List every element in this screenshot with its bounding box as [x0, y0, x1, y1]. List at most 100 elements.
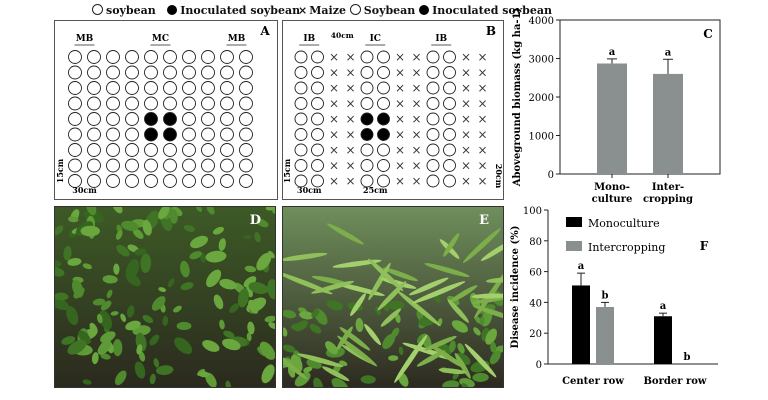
soybean-leaf	[244, 265, 257, 273]
panel-f-ytick-label: 40	[529, 298, 542, 309]
soybean-leaf	[382, 333, 396, 350]
panel-b-spacing-bottom-b: 25cm	[363, 185, 388, 195]
panel-c-significance: a	[665, 47, 672, 58]
maize-leaf	[297, 353, 344, 368]
soybean-mark	[201, 158, 215, 173]
panel-c-xtick-label: cropping	[643, 194, 693, 205]
panel-f-legend-label: Intercropping	[588, 241, 665, 254]
maize-mark: ×	[411, 66, 421, 80]
soybean-mark	[106, 112, 120, 126]
soybean-mark	[443, 81, 456, 95]
soybean-leaf	[433, 294, 441, 303]
soybean-mark	[360, 159, 374, 172]
legend-inoculated-b: Inoculated soybean	[432, 4, 552, 17]
maize-leaf	[472, 293, 503, 304]
panel-b-spacing-top: 40cm	[331, 31, 354, 40]
soybean-leaf	[261, 364, 275, 384]
soybean-leaf	[183, 225, 196, 232]
soybean-mark	[426, 97, 440, 110]
soybean-leaf	[326, 300, 343, 311]
soybean-leaf	[114, 370, 127, 386]
panel-c-ytick-label: 4000	[529, 16, 554, 27]
soybean-mark	[182, 174, 196, 188]
soybean-leaf	[140, 253, 152, 273]
soybean-leaf	[457, 343, 465, 354]
panel-c-ylabel: Aboveground biomass (kg ha-1)	[512, 8, 523, 188]
inoculated-soybean-mark	[360, 128, 374, 141]
soybean-mark	[106, 65, 120, 80]
maize-mark: ×	[345, 174, 355, 188]
soybean-mark	[360, 174, 374, 188]
panel-b-spacing-bottom-a: 30cm	[297, 185, 322, 195]
soybean-mark	[239, 112, 253, 126]
panel-a-legend: soybean Inoculated soybean	[92, 4, 300, 17]
soybean-mark	[106, 50, 120, 64]
soybean-leaf	[247, 321, 255, 335]
soybean-mark	[144, 65, 158, 80]
soybean-mark	[443, 128, 456, 141]
soybean-leaf	[82, 379, 92, 385]
maize-mark: ×	[461, 81, 471, 95]
soybean-leaf	[268, 250, 275, 259]
soybean-leaf	[89, 322, 98, 334]
maize-leaf	[408, 277, 449, 296]
photo-e-letter: E	[479, 213, 489, 228]
soybean-leaf	[283, 344, 296, 353]
maize-mark: ×	[461, 128, 471, 142]
soybean-leaf	[162, 315, 169, 326]
soybean-leaf	[174, 337, 193, 355]
soybean-mark	[239, 127, 253, 142]
maize-leaf	[332, 259, 382, 268]
maize-mark: ×	[345, 112, 355, 126]
soybean-leaf	[61, 336, 76, 345]
panel-c-significance: a	[609, 47, 616, 58]
soybean-mark	[163, 158, 177, 173]
maize-mark: ×	[411, 128, 421, 142]
soybean-mark	[426, 159, 440, 172]
soybean-leaf	[303, 366, 313, 373]
soybean-mark	[294, 97, 308, 110]
soybean-leaf	[360, 375, 376, 384]
soybean-mark	[201, 127, 215, 142]
soybean-mark	[377, 66, 390, 79]
soybean-mark	[163, 143, 177, 157]
soybean-leaf	[489, 350, 501, 365]
soybean-mark	[163, 96, 177, 111]
soybean-mark	[68, 81, 82, 95]
maize-mark: ×	[329, 66, 339, 80]
maize-mark: ×	[345, 97, 355, 111]
panel-f-bar	[654, 316, 672, 364]
soybean-leaf	[473, 327, 481, 336]
panel-b-row-label: IC	[370, 34, 381, 44]
panel-c-plot-frame	[559, 19, 721, 175]
maize-mark: ×	[461, 159, 471, 173]
soybean-leaf	[169, 209, 178, 224]
soybean-mark	[426, 112, 440, 126]
soybean-leaf	[237, 288, 249, 308]
maize-mark: ×	[345, 81, 355, 95]
soybean-mark	[239, 81, 253, 95]
soybean-leaf	[55, 260, 62, 268]
soybean-leaf	[149, 373, 156, 385]
maize-mark: ×	[477, 97, 487, 111]
panel-f-xtick-label: Center row	[562, 376, 624, 387]
maize-leaf	[397, 290, 441, 327]
photo-d-image	[55, 207, 275, 387]
maize-mark: ×	[411, 174, 421, 188]
soybean-mark	[294, 81, 308, 95]
panel-c-xtick-label: Mono-	[594, 182, 630, 193]
soybean-leaf	[158, 207, 170, 220]
soybean-mark	[220, 143, 234, 157]
maize-mark: ×	[411, 81, 421, 95]
panel-c-ytick-label: 3000	[529, 55, 554, 66]
soybean-mark	[144, 81, 158, 95]
soybean-leaf	[116, 244, 130, 257]
panel-b: × × × × × × × × × × × × × × × × × × × × × × × × × × × × × × × × × × × × × × × ×…	[282, 20, 504, 200]
photo-e-intercropping: E	[282, 206, 504, 388]
soybean-mark	[443, 159, 456, 172]
soybean-mark	[220, 127, 234, 142]
soybean-leaf	[490, 341, 497, 353]
soybean-leaf	[100, 353, 111, 360]
soybean-leaf	[134, 361, 146, 379]
